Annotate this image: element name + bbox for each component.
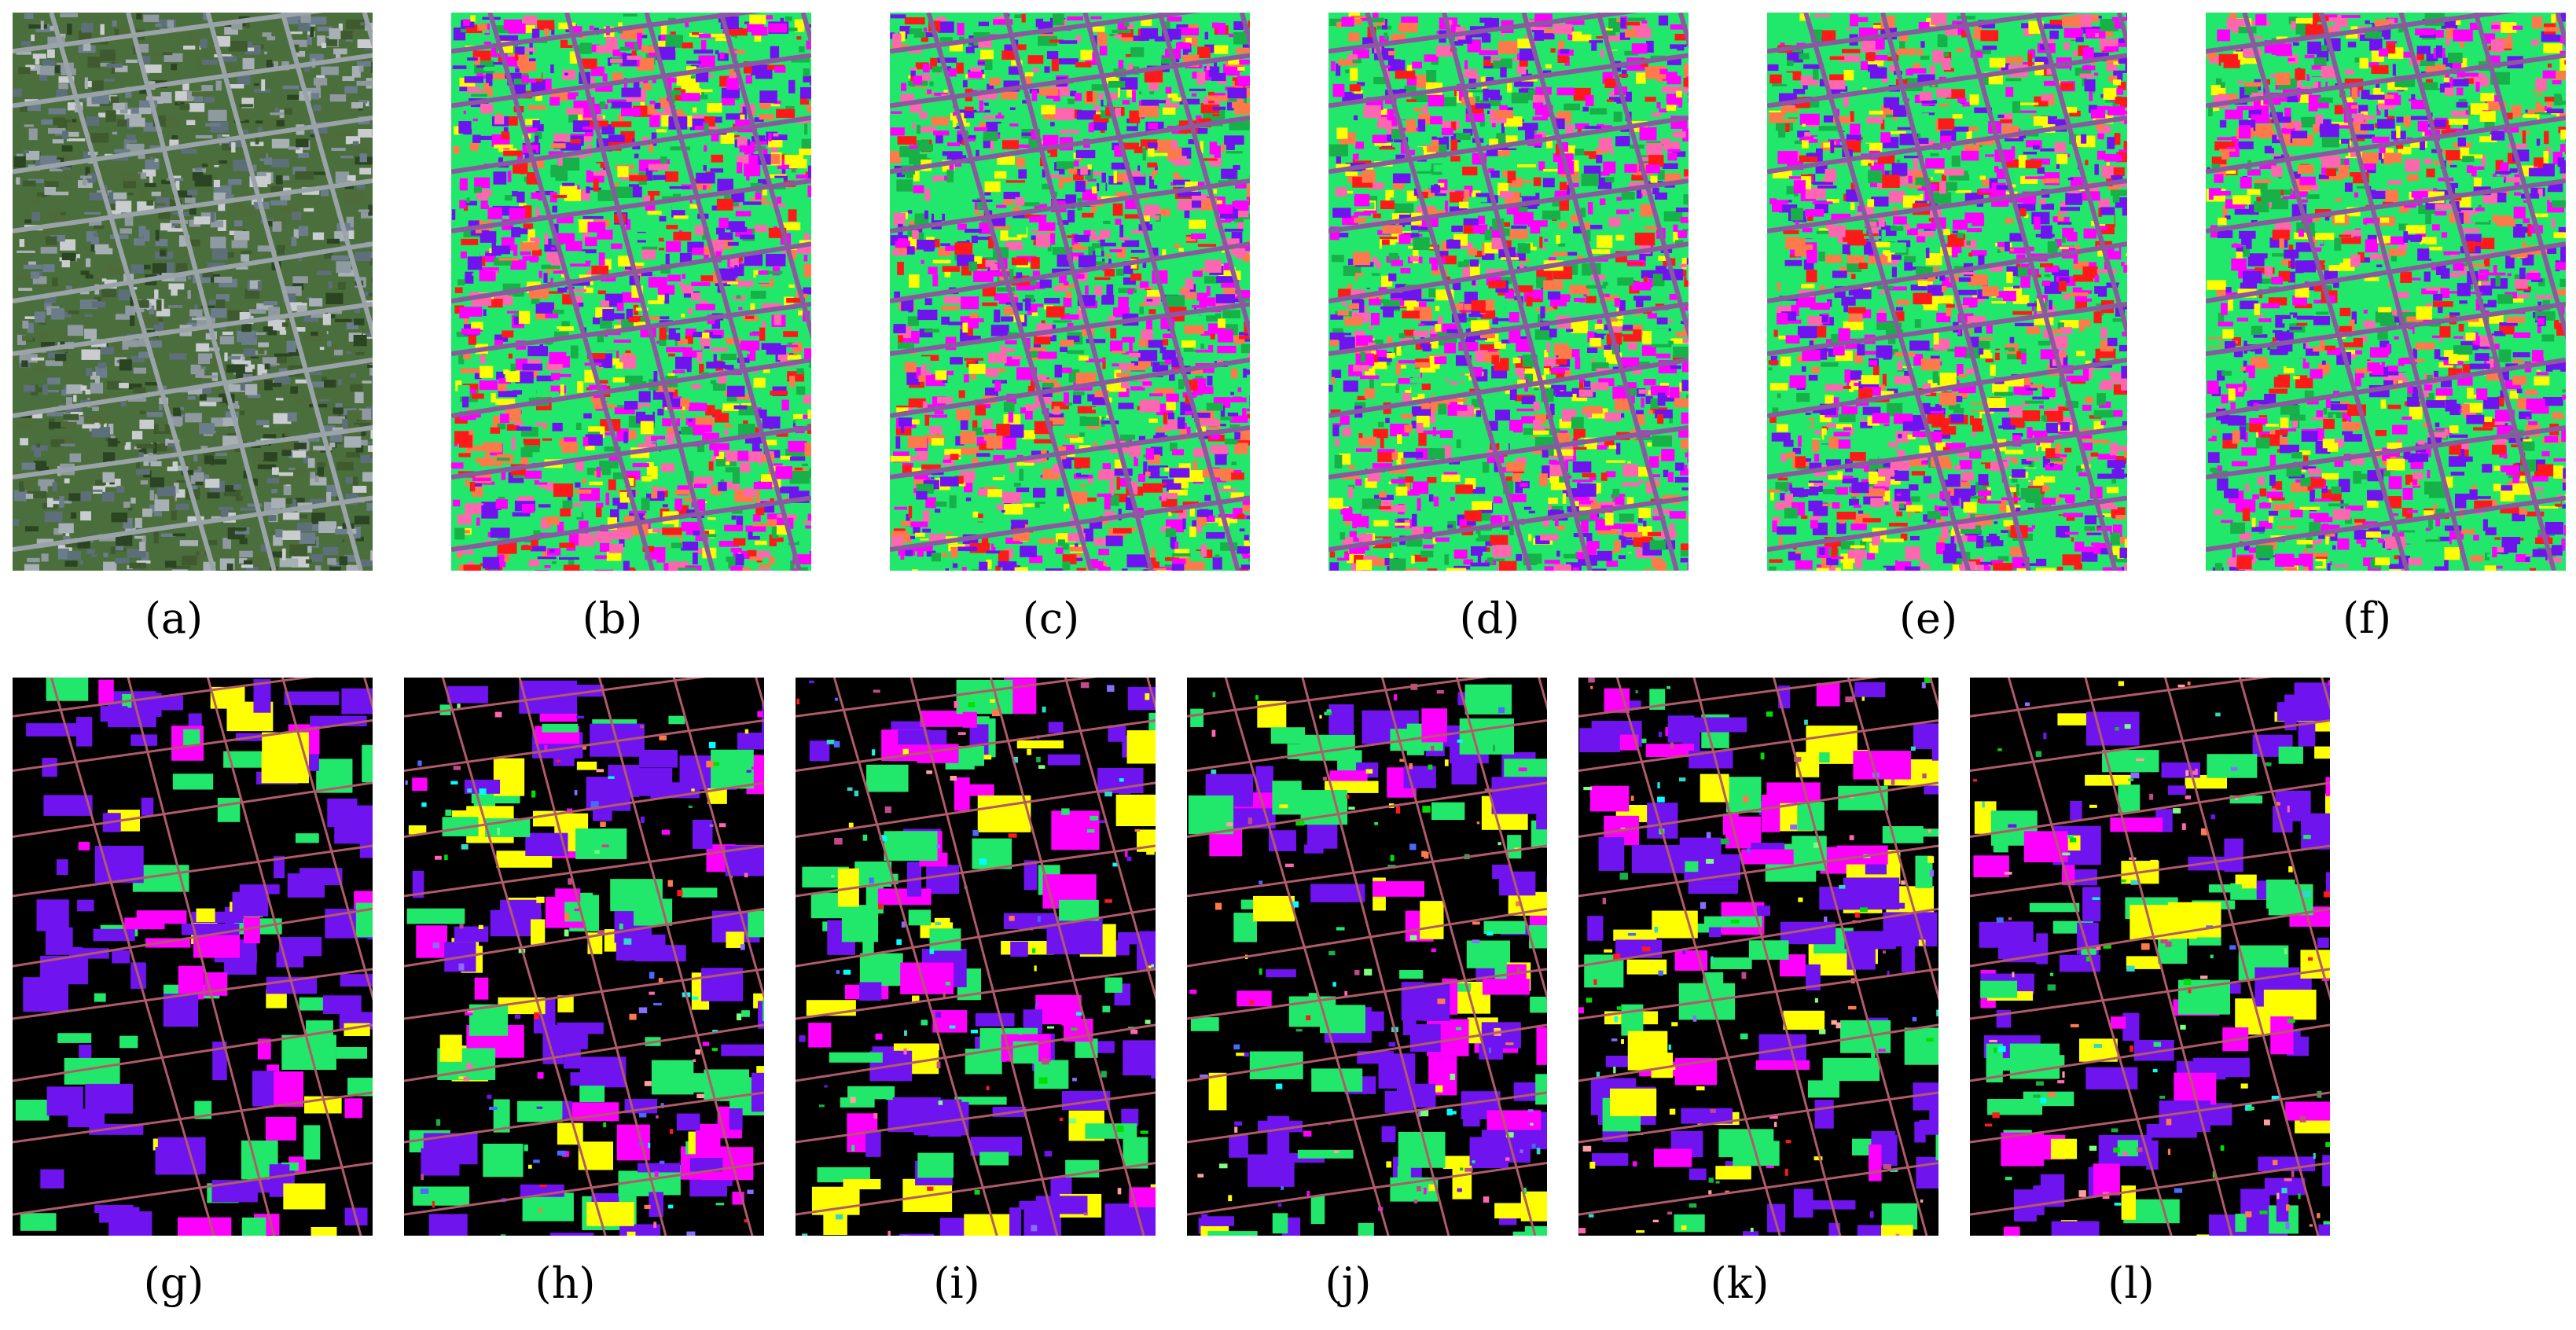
panel-d-classification-map [1328,13,1689,571]
panel-l-classification-map [1970,678,2330,1236]
panel-i-classification-map [796,678,1156,1236]
panel-h-classification-map [404,678,764,1236]
panel-e-classification-map [1767,13,2127,571]
caption-j: (j) [1325,1258,1372,1308]
caption-h: (h) [535,1258,596,1308]
caption-b: (b) [582,593,643,643]
caption-g: (g) [143,1258,204,1308]
panel-g-ground-truth-map [13,678,373,1236]
panel-c-classification-map [890,13,1250,571]
panel-a-rgb-image [13,13,373,571]
caption-e: (e) [1898,593,1958,643]
panel-k-classification-map [1578,678,1938,1236]
caption-a: (a) [144,593,204,643]
panel-b-classification-map [451,13,811,571]
caption-f: (f) [2342,593,2392,643]
caption-c: (c) [1022,593,1080,643]
caption-i: (i) [933,1258,980,1308]
caption-k: (k) [1710,1258,1769,1308]
caption-l: (l) [2107,1258,2155,1308]
caption-d: (d) [1459,593,1520,643]
panel-f-classification-map [2206,13,2566,571]
panel-j-classification-map [1187,678,1547,1236]
